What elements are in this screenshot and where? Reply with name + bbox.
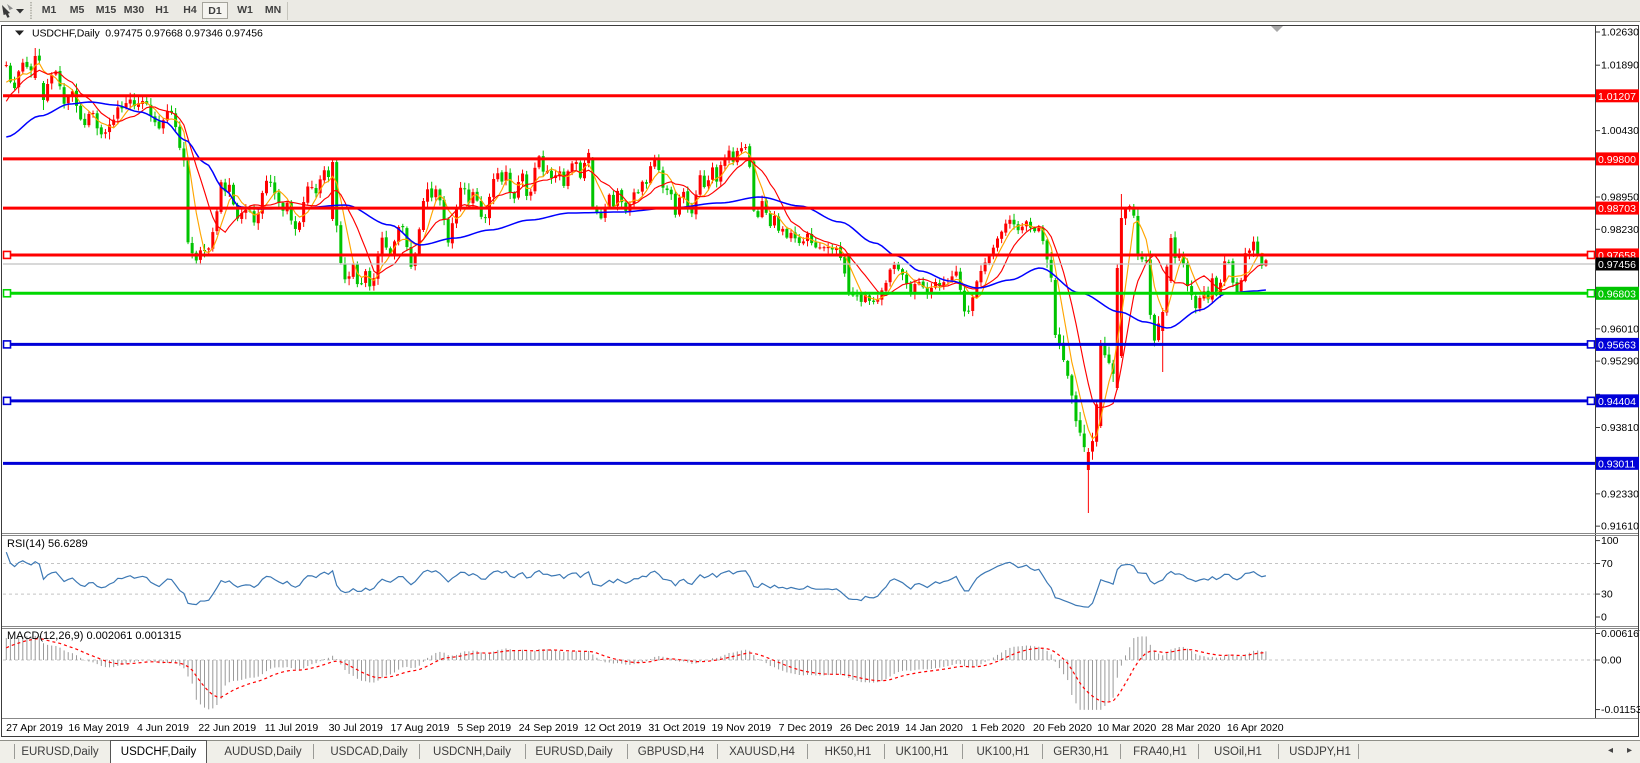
svg-text:USDCHF,Daily 0.97475 0.97668: USDCHF,Daily 0.97475 0.97668 0.97346 0.9… [32, 28, 263, 40]
svg-text:28 Mar 2020: 28 Mar 2020 [1162, 722, 1221, 734]
svg-text:26 Dec 2019: 26 Dec 2019 [840, 722, 900, 734]
svg-text:0.91610: 0.91610 [1601, 521, 1639, 533]
svg-text:24 Sep 2019: 24 Sep 2019 [519, 722, 579, 734]
svg-text:100: 100 [1601, 535, 1619, 547]
svg-text:4 Jun 2019: 4 Jun 2019 [137, 722, 189, 734]
svg-text:11 Jul 2019: 11 Jul 2019 [265, 722, 319, 734]
svg-text:20 Feb 2020: 20 Feb 2020 [1033, 722, 1092, 734]
svg-text:27 Apr 2019: 27 Apr 2019 [6, 722, 63, 734]
svg-text:16 Apr 2020: 16 Apr 2020 [1227, 722, 1284, 734]
svg-text:0.98230: 0.98230 [1601, 224, 1639, 236]
svg-text:1.02630: 1.02630 [1601, 27, 1639, 39]
svg-text:0.94404: 0.94404 [1598, 396, 1636, 408]
svg-text:31 Oct 2019: 31 Oct 2019 [648, 722, 705, 734]
svg-text:0.96010: 0.96010 [1601, 323, 1639, 335]
svg-text:30 Jul 2019: 30 Jul 2019 [329, 722, 383, 734]
svg-text:0.98950: 0.98950 [1601, 192, 1639, 204]
svg-text:17 Aug 2019: 17 Aug 2019 [391, 722, 450, 734]
svg-text:14 Jan 2020: 14 Jan 2020 [905, 722, 963, 734]
svg-text:0.00: 0.00 [1601, 655, 1622, 667]
svg-text:0.93011: 0.93011 [1598, 458, 1635, 470]
svg-text:0.93810: 0.93810 [1601, 422, 1639, 434]
svg-text:30: 30 [1601, 589, 1613, 601]
svg-text:RSI(14) 56.6289: RSI(14) 56.6289 [7, 538, 88, 550]
svg-text:22 Jun 2019: 22 Jun 2019 [198, 722, 256, 734]
svg-text:0.95663: 0.95663 [1598, 339, 1636, 351]
svg-text:MACD(12,26,9) 0.002061 0.00131: MACD(12,26,9) 0.002061 0.001315 [7, 630, 181, 642]
svg-text:0.96803: 0.96803 [1598, 288, 1636, 300]
svg-text:0.99800: 0.99800 [1598, 154, 1636, 166]
svg-text:5 Sep 2019: 5 Sep 2019 [457, 722, 511, 734]
svg-text:16 May 2019: 16 May 2019 [68, 722, 129, 734]
svg-text:7 Dec 2019: 7 Dec 2019 [779, 722, 833, 734]
svg-text:19 Nov 2019: 19 Nov 2019 [711, 722, 771, 734]
svg-text:0.92330: 0.92330 [1601, 488, 1639, 500]
svg-text:-0.011531: -0.011531 [1601, 704, 1640, 716]
svg-text:1.01890: 1.01890 [1601, 60, 1639, 72]
svg-text:70: 70 [1601, 558, 1613, 570]
svg-text:0.006167: 0.006167 [1601, 628, 1640, 640]
svg-text:1.01207: 1.01207 [1598, 91, 1636, 103]
svg-text:0.97456: 0.97456 [1598, 259, 1636, 271]
svg-text:12 Oct 2019: 12 Oct 2019 [584, 722, 641, 734]
svg-text:1 Feb 2020: 1 Feb 2020 [972, 722, 1025, 734]
svg-text:0.95290: 0.95290 [1601, 356, 1639, 368]
svg-text:1.00430: 1.00430 [1601, 125, 1639, 137]
svg-text:10 Mar 2020: 10 Mar 2020 [1097, 722, 1156, 734]
svg-text:0.98703: 0.98703 [1598, 203, 1636, 215]
svg-text:0: 0 [1601, 612, 1607, 624]
